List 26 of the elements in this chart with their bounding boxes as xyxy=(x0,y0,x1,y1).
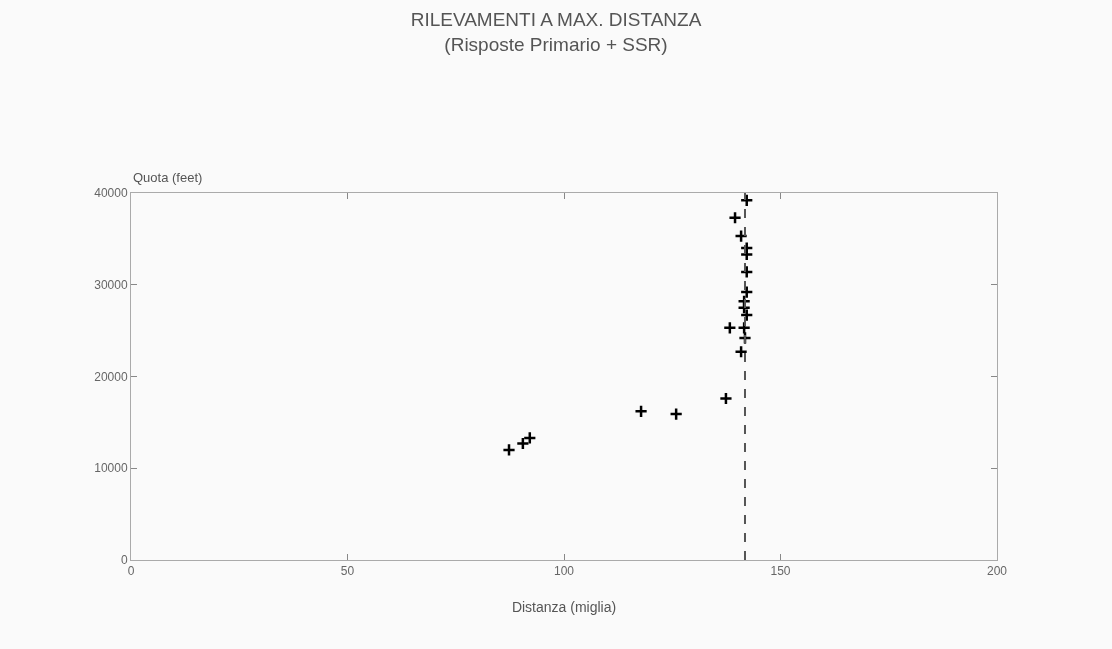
x-tick-label: 50 xyxy=(340,564,355,579)
point xyxy=(522,431,537,445)
point xyxy=(516,436,530,451)
point xyxy=(728,210,742,225)
chart-title: RILEVAMENTI A MAX. DISTANZA xyxy=(410,8,702,30)
y-tick-label: 20000 xyxy=(94,369,128,384)
y-tick-label: 10000 xyxy=(94,461,128,476)
x-tick-label: 100 xyxy=(553,564,575,579)
point xyxy=(734,229,748,243)
point xyxy=(502,443,516,457)
point xyxy=(739,265,754,279)
point xyxy=(719,391,733,406)
point xyxy=(734,344,748,359)
point xyxy=(722,321,737,335)
point xyxy=(739,285,754,299)
point xyxy=(634,404,648,419)
x-axis-title: Distanza (miglia) xyxy=(511,599,617,615)
y-axis-title: Quota (feet) xyxy=(133,170,203,185)
y-tick-label: 40000 xyxy=(94,186,128,201)
x-tick-label: 150 xyxy=(770,564,791,579)
chart-subtitle: (Risposte Primario + SSR) xyxy=(444,33,668,55)
y-tick-label: 0 xyxy=(120,553,128,568)
x-tick-label: 200 xyxy=(986,564,1008,579)
point xyxy=(739,193,754,208)
y-tick-label: 30000 xyxy=(94,277,128,292)
point xyxy=(669,407,683,421)
